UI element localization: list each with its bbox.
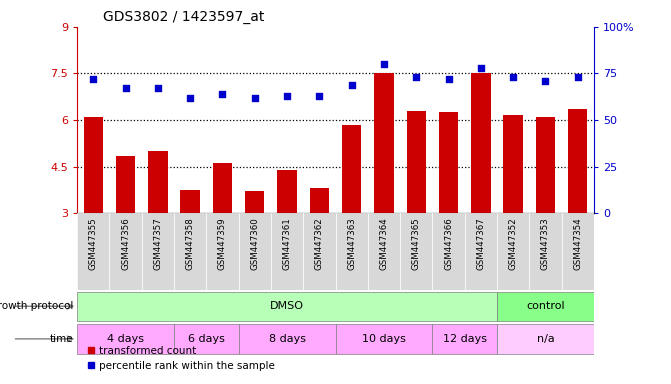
Bar xyxy=(568,109,587,213)
Text: 6 days: 6 days xyxy=(188,334,225,344)
Point xyxy=(217,91,228,97)
Bar xyxy=(213,164,232,213)
Bar xyxy=(471,73,491,213)
Point xyxy=(443,76,454,82)
Bar xyxy=(174,324,239,354)
Text: GSM447353: GSM447353 xyxy=(541,217,550,270)
Point xyxy=(282,93,293,99)
Bar xyxy=(207,213,239,290)
Text: GSM447367: GSM447367 xyxy=(476,217,485,270)
Text: GSM447364: GSM447364 xyxy=(379,217,389,270)
Text: GDS3802 / 1423597_at: GDS3802 / 1423597_at xyxy=(103,10,264,25)
Point xyxy=(540,78,551,84)
Text: GSM447358: GSM447358 xyxy=(186,217,195,270)
Bar xyxy=(535,117,555,213)
Bar xyxy=(77,213,109,290)
Bar xyxy=(180,190,200,213)
Bar xyxy=(439,112,458,213)
Bar xyxy=(432,324,497,354)
Bar xyxy=(77,324,174,354)
Point xyxy=(508,74,519,80)
Text: 10 days: 10 days xyxy=(362,334,406,344)
Bar xyxy=(116,156,136,213)
Point xyxy=(346,81,357,88)
Point xyxy=(88,76,99,82)
Bar xyxy=(84,117,103,213)
Point xyxy=(185,94,195,101)
Text: GSM447359: GSM447359 xyxy=(218,217,227,270)
Text: time: time xyxy=(50,334,74,344)
Bar xyxy=(174,213,207,290)
Text: control: control xyxy=(526,301,565,311)
Text: GSM447362: GSM447362 xyxy=(315,217,324,270)
Point xyxy=(120,85,131,91)
Text: DMSO: DMSO xyxy=(270,301,304,311)
Bar xyxy=(342,125,362,213)
Text: GSM447355: GSM447355 xyxy=(89,217,98,270)
Bar xyxy=(368,213,400,290)
Text: GSM447361: GSM447361 xyxy=(282,217,292,270)
Bar xyxy=(497,291,594,321)
Text: 12 days: 12 days xyxy=(443,334,486,344)
Bar xyxy=(77,291,497,321)
Text: GSM447356: GSM447356 xyxy=(121,217,130,270)
Point xyxy=(411,74,421,80)
Bar xyxy=(529,213,562,290)
Point xyxy=(250,94,260,101)
Text: 4 days: 4 days xyxy=(107,334,144,344)
Bar xyxy=(142,213,174,290)
Text: GSM447366: GSM447366 xyxy=(444,217,453,270)
Text: GSM447360: GSM447360 xyxy=(250,217,259,270)
Bar xyxy=(336,324,432,354)
Text: GSM447352: GSM447352 xyxy=(509,217,517,270)
Text: growth protocol: growth protocol xyxy=(0,301,74,311)
Bar xyxy=(245,191,264,213)
Text: GSM447357: GSM447357 xyxy=(154,217,162,270)
Bar xyxy=(465,213,497,290)
Bar xyxy=(562,213,594,290)
Text: 8 days: 8 days xyxy=(268,334,305,344)
Point xyxy=(572,74,583,80)
Bar xyxy=(497,213,529,290)
Point xyxy=(476,65,486,71)
Bar xyxy=(310,188,329,213)
Bar xyxy=(109,213,142,290)
Bar xyxy=(239,324,336,354)
Bar xyxy=(432,213,465,290)
Bar xyxy=(497,324,594,354)
Point xyxy=(378,61,389,67)
Bar xyxy=(239,213,271,290)
Legend: transformed count, percentile rank within the sample: transformed count, percentile rank withi… xyxy=(83,341,279,375)
Bar xyxy=(148,151,168,213)
Point xyxy=(152,85,163,91)
Bar xyxy=(400,213,432,290)
Text: GSM447365: GSM447365 xyxy=(412,217,421,270)
Bar xyxy=(277,170,297,213)
Bar xyxy=(407,111,426,213)
Text: n/a: n/a xyxy=(537,334,554,344)
Point xyxy=(314,93,325,99)
Text: GSM447363: GSM447363 xyxy=(347,217,356,270)
Bar xyxy=(374,73,394,213)
Bar xyxy=(336,213,368,290)
Bar xyxy=(271,213,303,290)
Bar xyxy=(503,115,523,213)
Text: GSM447354: GSM447354 xyxy=(573,217,582,270)
Bar xyxy=(303,213,336,290)
